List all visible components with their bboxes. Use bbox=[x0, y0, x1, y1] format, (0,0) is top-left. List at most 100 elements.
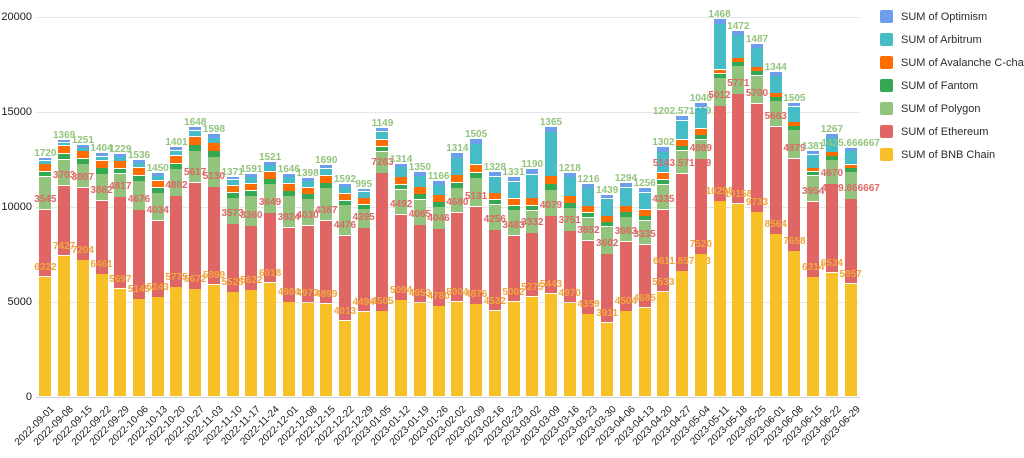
bar-segment-sum-of-avalanche-c-chain[interactable] bbox=[226, 185, 239, 193]
bar-segment-sum-of-fantom[interactable] bbox=[825, 156, 838, 160]
bar-segment-sum-of-bnb-chain[interactable] bbox=[133, 299, 145, 397]
bar-segment-sum-of-polygon[interactable] bbox=[451, 188, 464, 213]
bar-segment-sum-of-ethereum[interactable] bbox=[114, 197, 127, 289]
bar-segment-sum-of-polygon[interactable] bbox=[601, 226, 614, 254]
bar-segment-sum-of-polygon[interactable] bbox=[619, 217, 632, 242]
bar-segment-sum-of-bnb-chain[interactable] bbox=[320, 303, 333, 397]
bar-segment-sum-of-fantom[interactable] bbox=[470, 172, 483, 178]
bar-segment-sum-of-ethereum[interactable] bbox=[301, 225, 314, 302]
bar-segment-sum-of-ethereum[interactable] bbox=[189, 182, 202, 289]
bar-segment-sum-of-optimism[interactable] bbox=[395, 163, 408, 167]
bar-segment-sum-of-polygon[interactable] bbox=[282, 196, 295, 228]
bar-segment-sum-of-polygon[interactable] bbox=[413, 199, 426, 225]
bar-segment-sum-of-ethereum[interactable] bbox=[395, 214, 408, 300]
bar-segment-sum-of-arbitrum[interactable] bbox=[114, 157, 127, 161]
bar-segment-sum-of-optimism[interactable] bbox=[264, 161, 277, 165]
bar-segment-sum-of-bnb-chain[interactable] bbox=[451, 301, 464, 397]
legend-item-polygon[interactable]: SUM of Polygon bbox=[880, 102, 1024, 115]
bar-segment-sum-of-ethereum[interactable] bbox=[676, 173, 689, 271]
bar-segment-sum-of-arbitrum[interactable] bbox=[432, 185, 445, 195]
bar-segment-sum-of-ethereum[interactable] bbox=[582, 240, 595, 314]
bar-segment-sum-of-polygon[interactable] bbox=[807, 175, 820, 202]
bar-segment-sum-of-ethereum[interactable] bbox=[488, 230, 501, 311]
bar-segment-sum-of-optimism[interactable] bbox=[170, 147, 183, 151]
bar-segment-sum-of-arbitrum[interactable] bbox=[133, 163, 145, 168]
bar-segment-sum-of-ethereum[interactable] bbox=[563, 231, 576, 303]
bar-segment-sum-of-optimism[interactable] bbox=[114, 154, 127, 157]
bar-segment-sum-of-ethereum[interactable] bbox=[751, 103, 763, 212]
bar-segment-sum-of-polygon[interactable] bbox=[226, 198, 239, 224]
bar-segment-sum-of-optimism[interactable] bbox=[563, 172, 576, 177]
bar-segment-sum-of-bnb-chain[interactable] bbox=[563, 302, 576, 397]
bar-segment-sum-of-optimism[interactable] bbox=[39, 158, 52, 161]
bar-segment-sum-of-optimism[interactable] bbox=[713, 19, 726, 24]
bar-segment-sum-of-avalanche-c-chain[interactable] bbox=[470, 164, 483, 173]
bar-segment-sum-of-arbitrum[interactable] bbox=[676, 120, 689, 140]
bar-segment-sum-of-arbitrum[interactable] bbox=[844, 151, 857, 165]
bar-segment-sum-of-avalanche-c-chain[interactable] bbox=[788, 122, 801, 126]
bar-segment-sum-of-fantom[interactable] bbox=[638, 216, 651, 221]
bar-segment-sum-of-bnb-chain[interactable] bbox=[769, 234, 782, 397]
bar-segment-sum-of-avalanche-c-chain[interactable] bbox=[76, 151, 89, 159]
bar-segment-sum-of-polygon[interactable] bbox=[245, 196, 258, 226]
bar-segment-sum-of-bnb-chain[interactable] bbox=[189, 289, 202, 397]
bar-segment-sum-of-bnb-chain[interactable] bbox=[844, 283, 857, 397]
bar-segment-sum-of-fantom[interactable] bbox=[58, 153, 71, 159]
bar-segment-sum-of-avalanche-c-chain[interactable] bbox=[769, 93, 782, 97]
bar-segment-sum-of-arbitrum[interactable] bbox=[395, 167, 408, 177]
bar-segment-sum-of-bnb-chain[interactable] bbox=[395, 300, 408, 397]
bar-segment-sum-of-fantom[interactable] bbox=[170, 163, 183, 169]
bar-segment-sum-of-arbitrum[interactable] bbox=[189, 130, 202, 137]
bar-segment-sum-of-bnb-chain[interactable] bbox=[207, 284, 220, 397]
bar-segment-sum-of-bnb-chain[interactable] bbox=[58, 255, 71, 397]
bar-segment-sum-of-arbitrum[interactable] bbox=[264, 165, 277, 171]
bar-segment-sum-of-ethereum[interactable] bbox=[339, 235, 351, 321]
bar-segment-sum-of-polygon[interactable] bbox=[657, 184, 670, 209]
bar-segment-sum-of-fantom[interactable] bbox=[301, 194, 314, 199]
bar-segment-sum-of-bnb-chain[interactable] bbox=[114, 288, 127, 397]
bar-segment-sum-of-fantom[interactable] bbox=[807, 171, 820, 176]
bar-segment-sum-of-polygon[interactable] bbox=[470, 178, 483, 207]
bar-segment-sum-of-polygon[interactable] bbox=[395, 189, 408, 215]
bar-segment-sum-of-bnb-chain[interactable] bbox=[582, 314, 595, 397]
bar-segment-sum-of-optimism[interactable] bbox=[507, 176, 520, 182]
bar-segment-sum-of-bnb-chain[interactable] bbox=[732, 203, 745, 397]
bar-segment-sum-of-arbitrum[interactable] bbox=[638, 192, 651, 210]
legend-item-bnb-chain[interactable]: SUM of BNB Chain bbox=[880, 148, 1024, 161]
bar-segment-sum-of-bnb-chain[interactable] bbox=[95, 274, 108, 397]
bar-segment-sum-of-polygon[interactable] bbox=[189, 151, 202, 182]
bar-segment-sum-of-optimism[interactable] bbox=[638, 188, 651, 193]
bar-segment-sum-of-polygon[interactable] bbox=[207, 157, 220, 187]
bar-segment-sum-of-fantom[interactable] bbox=[788, 126, 801, 130]
bar-segment-sum-of-bnb-chain[interactable] bbox=[76, 260, 89, 397]
bar-segment-sum-of-polygon[interactable] bbox=[694, 139, 707, 159]
bar-segment-sum-of-bnb-chain[interactable] bbox=[694, 254, 707, 397]
bar-segment-sum-of-polygon[interactable] bbox=[713, 78, 726, 106]
bar-segment-sum-of-ethereum[interactable] bbox=[844, 199, 857, 284]
bar-segment-sum-of-polygon[interactable] bbox=[788, 130, 801, 159]
bar-segment-sum-of-polygon[interactable] bbox=[357, 209, 370, 228]
bar-segment-sum-of-polygon[interactable] bbox=[488, 204, 501, 230]
bar-segment-sum-of-ethereum[interactable] bbox=[226, 224, 239, 292]
bar-segment-sum-of-bnb-chain[interactable] bbox=[339, 320, 351, 397]
bar-segment-sum-of-optimism[interactable] bbox=[133, 159, 145, 163]
legend-item-avalanche-c-chain[interactable]: SUM of Avalanche C-chain bbox=[880, 56, 1024, 69]
bar-segment-sum-of-polygon[interactable] bbox=[507, 210, 520, 236]
bar-segment-sum-of-fantom[interactable] bbox=[245, 190, 258, 196]
legend-item-ethereum[interactable]: SUM of Ethereum bbox=[880, 125, 1024, 138]
bar-segment-sum-of-fantom[interactable] bbox=[151, 187, 164, 193]
bar-segment-sum-of-bnb-chain[interactable] bbox=[282, 302, 295, 397]
bar-segment-sum-of-fantom[interactable] bbox=[133, 175, 145, 181]
bar-segment-sum-of-ethereum[interactable] bbox=[694, 159, 707, 254]
bar-segment-sum-of-fantom[interactable] bbox=[713, 73, 726, 78]
bar-segment-sum-of-optimism[interactable] bbox=[807, 151, 820, 155]
bar-segment-sum-of-polygon[interactable] bbox=[39, 176, 52, 210]
bar-segment-sum-of-optimism[interactable] bbox=[545, 126, 557, 132]
bar-segment-sum-of-optimism[interactable] bbox=[226, 176, 239, 180]
bar-segment-sum-of-arbitrum[interactable] bbox=[95, 156, 108, 160]
bar-segment-sum-of-bnb-chain[interactable] bbox=[39, 276, 52, 397]
bar-segment-sum-of-fantom[interactable] bbox=[601, 222, 614, 227]
bar-segment-sum-of-avalanche-c-chain[interactable] bbox=[657, 172, 670, 180]
bar-segment-sum-of-arbitrum[interactable] bbox=[788, 106, 801, 122]
bar-segment-sum-of-avalanche-c-chain[interactable] bbox=[545, 176, 557, 184]
